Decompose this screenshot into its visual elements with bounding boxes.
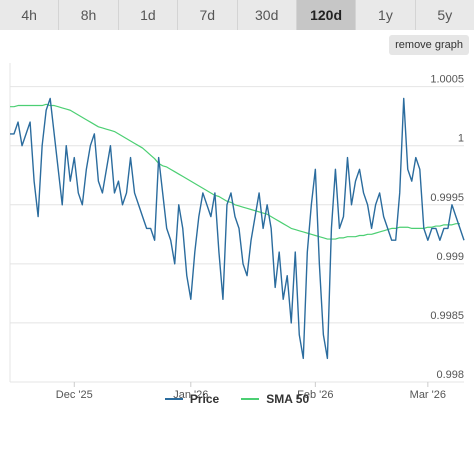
legend-swatch-price: [164, 398, 183, 400]
y-tick-label: 0.9985: [430, 310, 464, 322]
legend-label-price: Price: [189, 392, 220, 406]
timeframe-tabs: 4h 8h 1d 7d 30d 120d 1y 5y: [0, 0, 474, 30]
tab-5y[interactable]: 5y: [415, 0, 474, 30]
tab-1y[interactable]: 1y: [356, 0, 416, 30]
remove-graph-button[interactable]: remove graph: [389, 35, 469, 55]
tab-1d[interactable]: 1d: [118, 0, 179, 30]
tab-30d[interactable]: 30d: [237, 0, 297, 30]
legend-label-sma: SMA 50: [266, 392, 310, 406]
y-tick-label: 1.0005: [430, 74, 464, 86]
legend-swatch-sma: [241, 398, 260, 400]
tab-8h[interactable]: 8h: [59, 0, 119, 30]
tab-7d[interactable]: 7d: [178, 0, 238, 30]
x-tick-label: Dec '25: [56, 389, 93, 401]
tab-4h[interactable]: 4h: [0, 0, 60, 30]
y-tick-label: 1: [458, 133, 464, 145]
price-series-line: [10, 97, 465, 360]
legend-item-price[interactable]: Price: [164, 392, 220, 406]
legend-item-sma[interactable]: SMA 50: [241, 392, 309, 406]
y-tick-label: 0.998: [436, 369, 464, 381]
y-tick-label: 0.9995: [430, 192, 464, 204]
chart-legend: Price SMA 50: [0, 392, 474, 406]
y-tick-label: 0.999: [436, 251, 464, 263]
x-tick-label: Feb '26: [297, 389, 333, 401]
x-tick-label: Mar '26: [410, 389, 446, 401]
sma50-series-line: [10, 103, 460, 240]
tab-120d[interactable]: 120d: [296, 0, 357, 30]
